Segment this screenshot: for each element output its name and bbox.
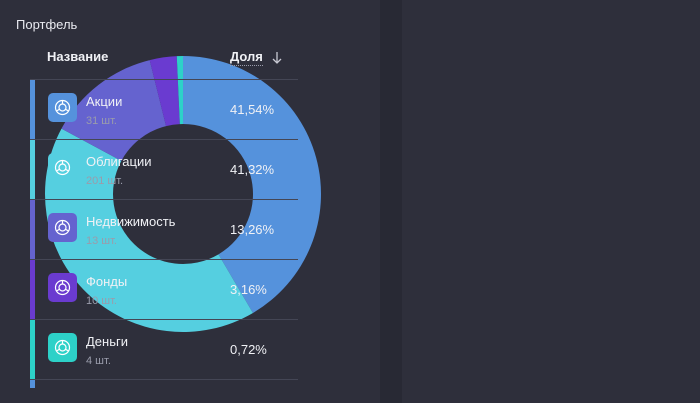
- table-row[interactable]: Облигации 201 шт. 41,32%: [30, 140, 298, 200]
- panel-divider: [380, 0, 402, 403]
- row-color-stripe: [30, 320, 35, 379]
- asset-share: 0,72%: [230, 342, 267, 357]
- asset-icon: [48, 213, 77, 242]
- asset-share: 41,32%: [230, 162, 275, 177]
- asset-share: 3,16%: [230, 282, 267, 297]
- table-header: Название Доля: [30, 49, 298, 80]
- row-color-stripe: [30, 200, 35, 259]
- asset-icon: [48, 273, 77, 302]
- table-row[interactable]: Фонды 10 шт. 3,16%: [30, 260, 298, 320]
- portfolio-donut-chart: [44, 56, 321, 333]
- asset-class-name: Акции: [86, 94, 123, 109]
- donut-slice-1[interactable]: [183, 56, 321, 313]
- column-header-name[interactable]: Название: [47, 49, 109, 64]
- row-color-stripe: [30, 80, 35, 139]
- table-row[interactable]: Деньги 4 шт. 0,72%: [30, 320, 298, 380]
- portfolio-table-panel: [402, 0, 700, 403]
- asset-icon: [48, 153, 77, 182]
- panel-title: Портфель: [16, 17, 78, 32]
- column-header-share[interactable]: Доля: [230, 49, 263, 66]
- asset-icon: [48, 93, 77, 122]
- asset-count: 13 шт.: [86, 235, 117, 247]
- asset-count: 201 шт.: [86, 175, 124, 187]
- asset-class-name: Деньги: [86, 334, 128, 349]
- donut-slice-4[interactable]: [149, 56, 180, 127]
- asset-class-list: Акции 31 шт. 41,54% Облигации 201 шт. 41…: [30, 80, 298, 380]
- table-row[interactable]: Акции 31 шт. 41,54%: [30, 80, 298, 140]
- asset-share: 13,26%: [230, 222, 275, 237]
- sort-descending-icon[interactable]: [271, 51, 283, 65]
- table-row[interactable]: Недвижимость 13 шт. 13,26%: [30, 200, 298, 260]
- asset-class-name: Недвижимость: [86, 214, 176, 229]
- donut-slice-5[interactable]: [176, 56, 183, 125]
- asset-count: 4 шт.: [86, 355, 111, 367]
- asset-class-name: Фонды: [86, 274, 128, 289]
- row-color-stripe: [30, 380, 35, 388]
- asset-share: 41,54%: [230, 102, 275, 117]
- donut-slice-2[interactable]: [44, 128, 253, 333]
- asset-icon: [48, 333, 77, 362]
- asset-count: 31 шт.: [86, 115, 117, 127]
- row-color-stripe: [30, 260, 35, 319]
- asset-class-name: Облигации: [86, 154, 152, 169]
- donut-slice-3[interactable]: [61, 60, 167, 161]
- row-color-stripe: [30, 140, 35, 199]
- asset-count: 10 шт.: [86, 295, 117, 307]
